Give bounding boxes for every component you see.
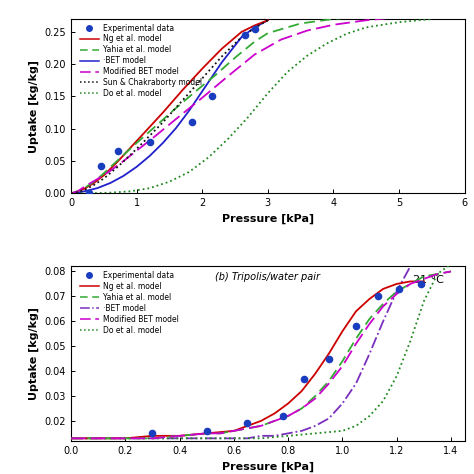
Point <box>417 280 425 288</box>
Point <box>85 190 92 197</box>
X-axis label: Pressure [kPa]: Pressure [kPa] <box>222 461 314 472</box>
Point <box>208 92 216 100</box>
Text: (b) Tripolis/water pair: (b) Tripolis/water pair <box>215 272 320 282</box>
Point <box>146 138 154 146</box>
Point <box>352 322 360 330</box>
Point <box>97 163 104 170</box>
Point <box>396 285 403 293</box>
Y-axis label: Uptake [kg/kg]: Uptake [kg/kg] <box>29 60 39 153</box>
Point <box>251 25 258 32</box>
Point <box>374 292 382 300</box>
Y-axis label: Uptake [kg/kg]: Uptake [kg/kg] <box>29 307 39 400</box>
X-axis label: Pressure [kPa]: Pressure [kPa] <box>222 214 314 224</box>
Legend: Experimental data, Ng et al. model, Yahia et al. model, ·BET model, Modified BET: Experimental data, Ng et al. model, Yahi… <box>79 23 202 99</box>
Point <box>149 429 156 437</box>
Point <box>301 375 308 383</box>
Point <box>244 419 251 427</box>
Point <box>279 412 286 419</box>
Point <box>115 147 122 155</box>
Legend: Experimental data, Ng et al. model, Yahia et al. model, ·BET model, Modified BET: Experimental data, Ng et al. model, Yahi… <box>79 270 179 336</box>
Point <box>189 118 196 126</box>
Point <box>203 427 210 435</box>
Text: 21 °C: 21 °C <box>413 275 444 285</box>
Point <box>241 31 249 39</box>
Point <box>325 355 333 363</box>
